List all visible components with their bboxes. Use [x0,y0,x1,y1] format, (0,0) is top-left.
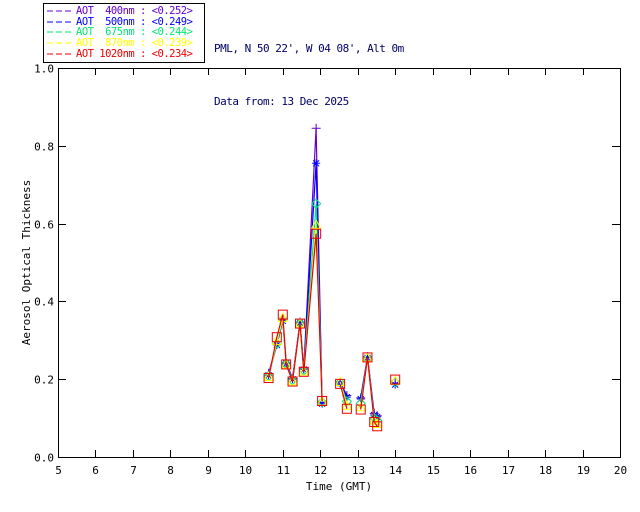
series-aot-675nm [263,198,401,426]
x-tick-label: 12 [314,464,327,477]
x-tick-label: 19 [577,464,590,477]
legend-dash-swatch [47,21,73,23]
x-tick-label: 15 [427,464,440,477]
data-date: Data from: 13 Dec 2025 [214,94,349,108]
x-tick-label: 11 [277,464,290,477]
legend-label: AOT 870nm : <0.239> [76,37,193,50]
series-aot-500nm [264,159,400,421]
x-tick-label: 6 [92,464,99,477]
y-axis-title: Aerosol Optical Thickness [20,180,33,346]
x-axis: 5 6 7 8 9 10 11 12 13 14 15 16 17 18 19 20 [55,68,627,477]
legend-dash-swatch [47,31,73,33]
legend-dash-swatch [47,42,73,44]
legend-dash-swatch [47,10,73,12]
legend-item: AOT 675nm : <0.244> [47,27,204,38]
legend-label: AOT 400nm : <0.252> [76,5,193,18]
y-axis: 0.0 0.2 0.4 0.6 0.8 1.0 [34,63,620,465]
legend-item: AOT 500nm : <0.249> [47,17,204,28]
x-tick-label: 17 [502,464,515,477]
legend-item: AOT 1020nm : <0.234> [47,48,204,59]
station-info: PML, N 50 22', W 04 08', Alt 0m [214,42,404,55]
x-axis-title: Time (GMT) [306,480,372,493]
y-tick-label: 0.6 [34,219,54,232]
x-tick-label: 16 [464,464,477,477]
y-tick-label: 1.0 [34,63,54,76]
legend-item: AOT 870nm : <0.239> [47,38,204,49]
series-aot-1020nm [263,228,401,432]
series-aot-400nm [264,123,400,421]
y-tick-label: 0.0 [34,452,54,465]
legend-dash-swatch [47,53,73,55]
plot-axes [58,68,621,458]
series-aot-870nm [263,219,401,429]
legend-label: AOT 500nm : <0.249> [76,15,193,28]
x-tick-label: 14 [389,464,403,477]
station-header: PML, N 50 22', W 04 08', Alt 0m Data fro… [214,5,404,145]
x-tick-label: 7 [130,464,137,477]
x-tick-label: 20 [614,464,627,477]
x-tick-label: 9 [205,464,212,477]
x-tick-label: 5 [55,464,62,477]
legend-label: AOT 675nm : <0.244> [76,26,193,39]
y-tick-label: 0.2 [34,374,54,387]
x-tick-label: 18 [539,464,552,477]
legend-item: AOT 400nm : <0.252> [47,6,204,17]
y-tick-label: 0.4 [34,296,54,309]
x-tick-label: 10 [239,464,252,477]
x-tick-label: 8 [167,464,174,477]
x-tick-label: 13 [352,464,365,477]
legend-box: AOT 400nm : <0.252> AOT 500nm : <0.249> AO… [43,3,205,63]
y-tick-label: 0.8 [34,141,54,154]
legend-label: AOT 1020nm : <0.234> [76,47,193,60]
